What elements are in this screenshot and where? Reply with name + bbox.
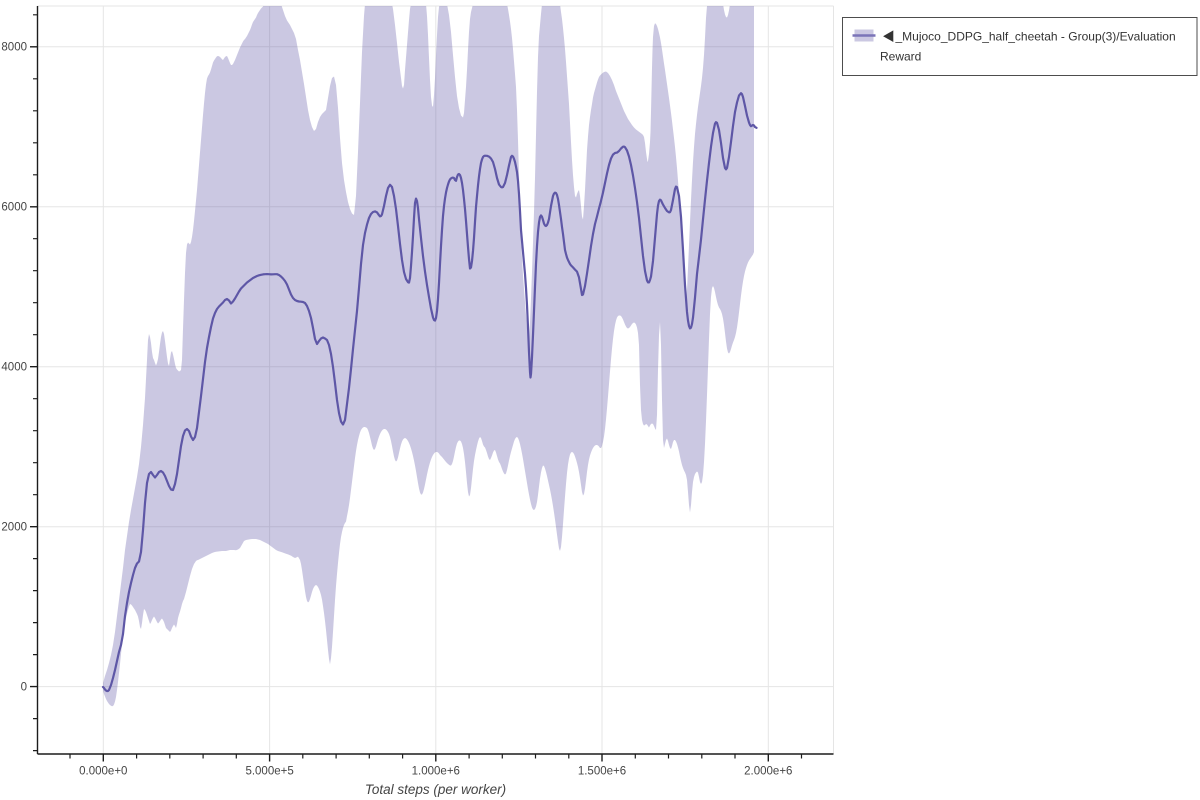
svg-text:1.000e+6: 1.000e+6 — [412, 766, 460, 778]
svg-text:0.000e+0: 0.000e+0 — [79, 766, 127, 778]
svg-text:6000: 6000 — [1, 202, 27, 214]
svg-text:4000: 4000 — [1, 362, 27, 374]
svg-text:Total steps (per worker): Total steps (per worker) — [365, 782, 506, 797]
svg-text:5.000e+5: 5.000e+5 — [245, 766, 293, 778]
svg-text:0: 0 — [21, 682, 27, 694]
svg-text:2.000e+6: 2.000e+6 — [744, 766, 792, 778]
svg-text:_Mujoco_DDPG_half_cheetah - Gr: _Mujoco_DDPG_half_cheetah - Group(3)/Eva… — [895, 30, 1176, 44]
svg-text:8000: 8000 — [1, 42, 27, 54]
svg-text:2000: 2000 — [1, 522, 27, 534]
svg-text:1.500e+6: 1.500e+6 — [578, 766, 626, 778]
svg-text:Reward: Reward — [880, 50, 921, 64]
